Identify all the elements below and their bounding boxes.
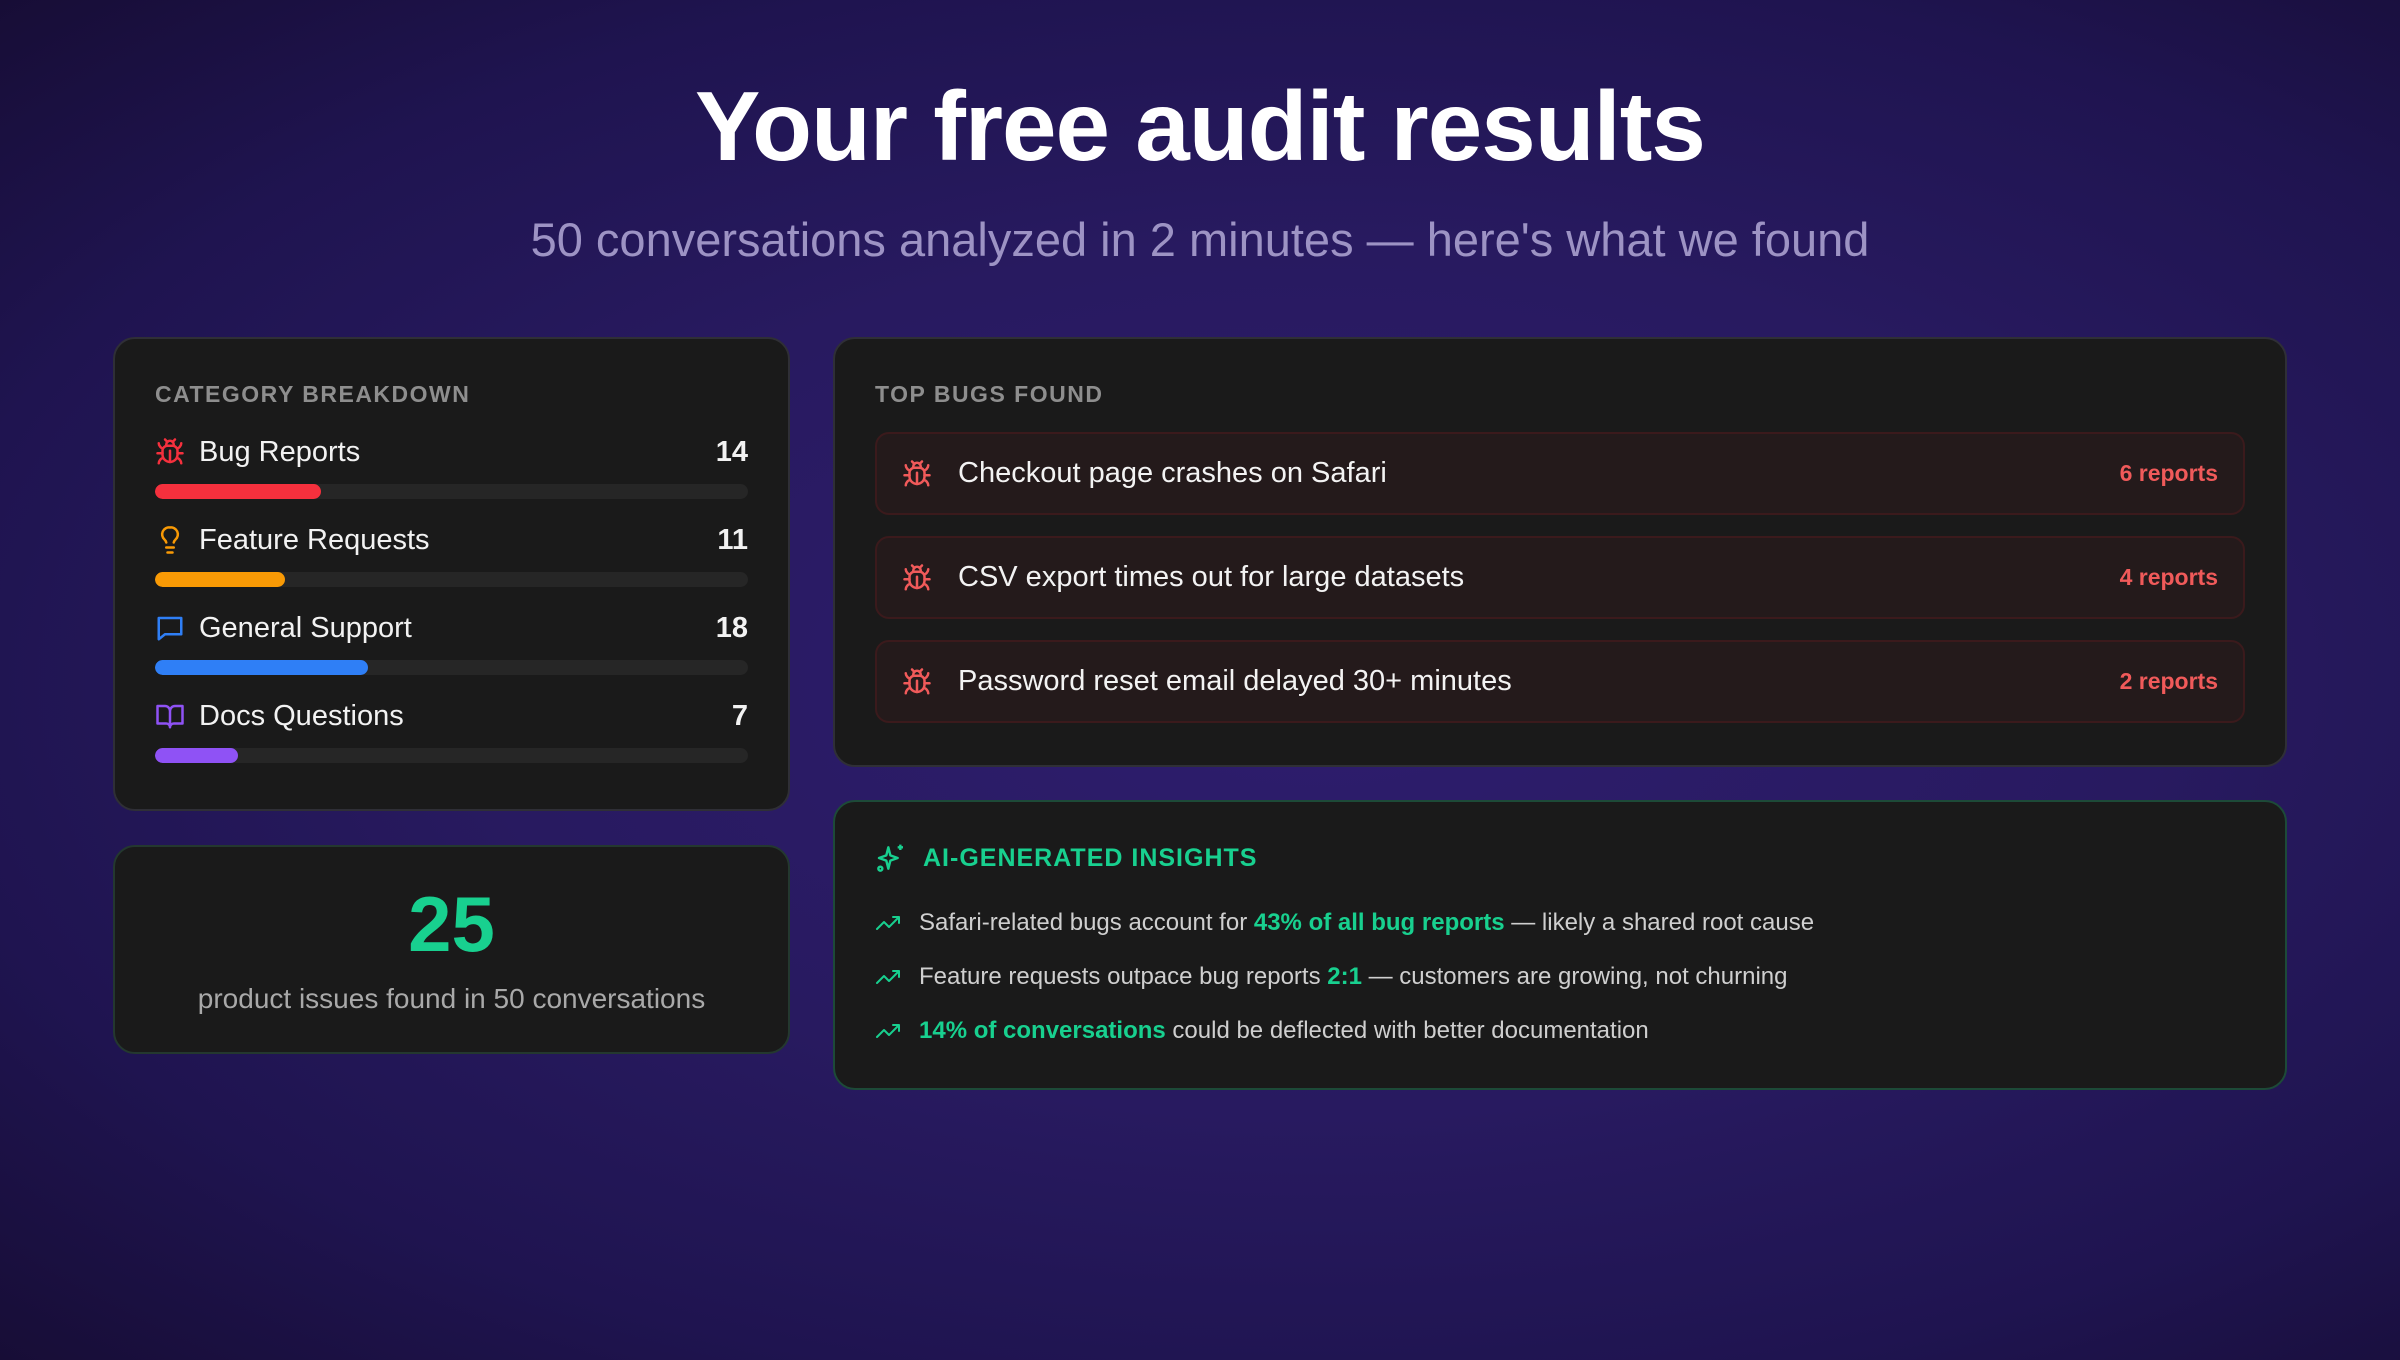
bug-title: Checkout page crashes on Safari [958, 457, 1387, 489]
category-progress-fill [155, 484, 322, 499]
bug-icon [902, 459, 932, 489]
book-icon [155, 701, 185, 731]
category-progress-bar [155, 660, 748, 675]
section-label: TOP BUGS FOUND [875, 381, 1104, 407]
section-label: CATEGORY BREAKDOWN [155, 381, 471, 407]
category-row: General Support 18 [155, 606, 748, 675]
lightbulb-icon [155, 525, 185, 555]
insight-highlight: 43% of all bug reports [1253, 909, 1505, 936]
bug-item[interactable]: Checkout page crashes on Safari 6 reports [875, 432, 2245, 515]
insight-highlight: 2:1 [1327, 963, 1362, 990]
insight-item: Safari-related bugs account for 43% of a… [875, 896, 2245, 950]
section-label: AI-GENERATED INSIGHTS [923, 843, 1258, 872]
category-count: 11 [717, 523, 748, 556]
top-bugs-card: TOP BUGS FOUND Checkout page crashes on … [833, 337, 2287, 767]
category-progress-bar [155, 748, 748, 763]
insight-item: Feature requests outpace bug reports 2:1… [875, 950, 2245, 1004]
category-progress-bar [155, 572, 748, 587]
insight-text: could be deflected with better documenta… [1165, 1017, 1649, 1044]
category-progress-fill [155, 572, 286, 587]
category-breakdown-card: CATEGORY BREAKDOWN Bug Reports 14 Feature … [113, 337, 790, 811]
insight-text: — likely a shared root cause [1504, 909, 1815, 936]
bug-icon [155, 437, 185, 467]
insight-text: — customers are growing, not churning [1361, 963, 1788, 990]
category-count: 14 [715, 435, 748, 468]
category-row: Feature Requests 11 [155, 518, 748, 587]
category-count: 18 [715, 611, 748, 644]
category-count: 7 [731, 699, 748, 732]
page-title: Your free audit results [695, 71, 1706, 181]
insight-text: Feature requests outpace bug reports [919, 963, 1328, 990]
insight-item: 14% of conversations could be deflected … [875, 1004, 2245, 1058]
category-row: Docs Questions 7 [155, 694, 748, 763]
bug-icon [902, 563, 932, 593]
issues-caption: product issues found in 50 conversations [197, 983, 706, 1014]
category-name: Feature Requests [199, 523, 430, 556]
bug-item[interactable]: CSV export times out for large datasets 4… [875, 536, 2245, 619]
bug-title: CSV export times out for large datasets [958, 561, 1465, 593]
category-progress-fill [155, 660, 369, 675]
category-progress-fill [155, 748, 239, 763]
bug-title: Password reset email delayed 30+ minutes [958, 665, 1512, 697]
insight-text: Safari-related bugs account for [919, 909, 1254, 936]
sparkles-icon [875, 842, 907, 874]
bug-report-count: 6 reports [2119, 460, 2218, 486]
bug-report-count: 4 reports [2119, 564, 2218, 590]
category-name: General Support [199, 611, 412, 644]
bug-report-count: 2 reports [2119, 668, 2218, 694]
trending-up-icon [875, 967, 903, 987]
issues-stat-card: 25 product issues found in 50 conversati… [113, 845, 790, 1054]
trending-up-icon [875, 913, 903, 933]
chat-bubble-icon [155, 613, 185, 643]
category-row: Bug Reports 14 [155, 430, 748, 499]
issues-count: 25 [408, 880, 495, 968]
bug-icon [902, 667, 932, 697]
category-name: Bug Reports [199, 435, 361, 468]
insight-highlight: 14% of conversations [919, 1017, 1166, 1044]
category-name: Docs Questions [199, 699, 404, 732]
insights-card: AI-GENERATED INSIGHTS Safari-related bug… [833, 800, 2287, 1090]
category-progress-bar [155, 484, 748, 499]
bug-item[interactable]: Password reset email delayed 30+ minutes… [875, 640, 2245, 723]
page-subtitle: 50 conversations analyzed in 2 minutes —… [530, 213, 1870, 266]
trending-up-icon [875, 1021, 903, 1041]
